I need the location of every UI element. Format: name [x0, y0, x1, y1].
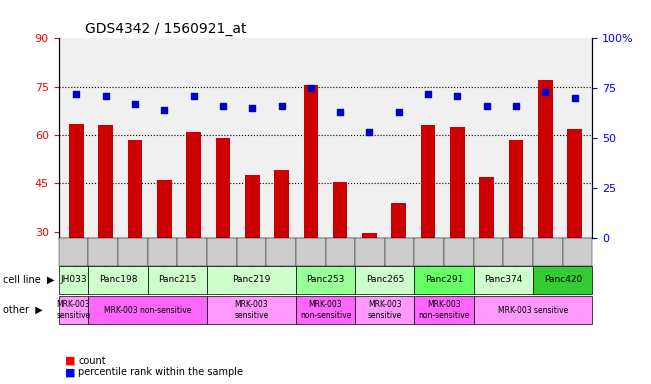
Bar — [128, 140, 142, 238]
Bar — [538, 80, 553, 238]
Bar — [450, 127, 465, 238]
Bar — [480, 177, 494, 238]
Point — [276, 103, 286, 109]
Point — [188, 93, 199, 99]
Text: Panc265: Panc265 — [366, 275, 404, 285]
Text: Panc374: Panc374 — [484, 275, 523, 285]
Bar — [362, 233, 377, 238]
Text: MRK-003
non-sensitive: MRK-003 non-sensitive — [419, 300, 470, 320]
Point — [365, 129, 375, 135]
Point — [159, 107, 169, 113]
Point — [540, 89, 551, 95]
Point — [100, 93, 111, 99]
Bar — [157, 180, 171, 238]
Text: MRK-003
non-sensitive: MRK-003 non-sensitive — [300, 300, 351, 320]
Point — [452, 93, 463, 99]
Bar — [186, 132, 201, 238]
Text: count: count — [78, 356, 105, 366]
Text: ■: ■ — [65, 356, 76, 366]
Text: Panc291: Panc291 — [425, 275, 464, 285]
Bar — [215, 138, 230, 238]
Point — [217, 103, 228, 109]
Text: MRK-003 sensitive: MRK-003 sensitive — [498, 306, 568, 314]
Text: Panc420: Panc420 — [544, 275, 582, 285]
Text: cell line  ▶: cell line ▶ — [3, 275, 55, 285]
Point — [482, 103, 492, 109]
Point — [247, 105, 257, 111]
Point — [305, 85, 316, 91]
Bar — [245, 175, 260, 238]
Text: Panc219: Panc219 — [232, 275, 271, 285]
Text: MRK-003
sensitive: MRK-003 sensitive — [368, 300, 402, 320]
Text: MRK-003 non-sensitive: MRK-003 non-sensitive — [104, 306, 191, 314]
Point — [71, 91, 81, 98]
Point — [570, 95, 580, 101]
Point — [511, 103, 521, 109]
Text: ■: ■ — [65, 367, 76, 377]
Bar — [274, 170, 289, 238]
Bar — [333, 182, 348, 238]
Bar — [69, 124, 83, 238]
Point — [394, 109, 404, 115]
Text: Panc215: Panc215 — [158, 275, 197, 285]
Bar — [509, 140, 523, 238]
Bar — [303, 85, 318, 238]
Text: Panc253: Panc253 — [307, 275, 344, 285]
Text: MRK-003
sensitive: MRK-003 sensitive — [56, 300, 90, 320]
Bar — [391, 203, 406, 238]
Text: JH033: JH033 — [60, 275, 87, 285]
Point — [130, 101, 140, 108]
Text: GDS4342 / 1560921_at: GDS4342 / 1560921_at — [85, 22, 247, 36]
Text: Panc198: Panc198 — [99, 275, 137, 285]
Point — [335, 109, 346, 115]
Point — [423, 91, 434, 98]
Text: other  ▶: other ▶ — [3, 305, 43, 315]
Bar — [568, 129, 582, 238]
Text: percentile rank within the sample: percentile rank within the sample — [78, 367, 243, 377]
Bar — [421, 125, 436, 238]
Text: MRK-003
sensitive: MRK-003 sensitive — [234, 300, 268, 320]
Bar — [98, 125, 113, 238]
